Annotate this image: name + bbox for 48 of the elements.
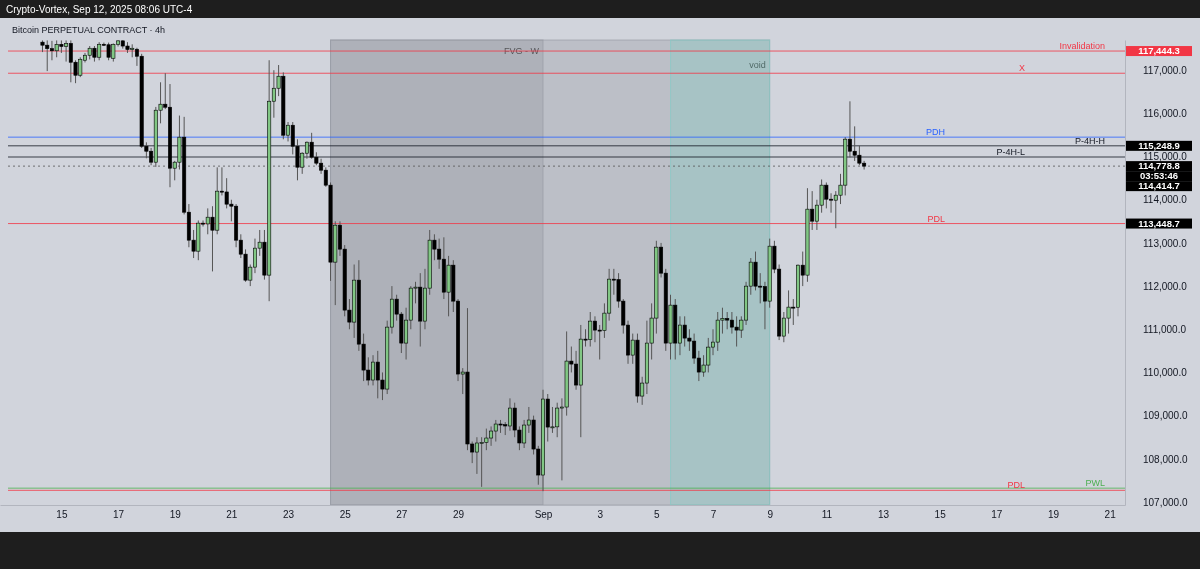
x-tick-label: 23: [282, 509, 295, 521]
band-label: FVG - W: [504, 46, 540, 56]
ref-line-label: PDL: [927, 213, 945, 224]
annotation: 114,778.8: [1138, 160, 1180, 172]
x-tick-label: 19: [1047, 509, 1060, 521]
ref-line-label: X: [1018, 63, 1025, 74]
ref-line-label: PDH: [925, 127, 945, 138]
annotation: 113,448.7: [1138, 217, 1180, 229]
text: Crypto-Vortex, Sep 12, 2025 08:06 UTC-4: [6, 4, 193, 15]
y-tick-label: 117,000.0: [1143, 64, 1188, 76]
annotation: 115,248.9: [1138, 140, 1180, 152]
text: 03:53:46: [1139, 170, 1179, 182]
ref-line-label: P-4H-H: [1074, 135, 1105, 146]
y-tick-label: 107,000.0: [1143, 496, 1188, 508]
y-tick-label: 109,000.0: [1143, 410, 1188, 422]
x-tick-label: 21: [226, 509, 238, 521]
x-tick-label: 17: [991, 509, 1003, 521]
x-tick-label: Sep: [534, 509, 553, 521]
x-tick-label: 17: [112, 509, 125, 521]
x-tick-label: 7: [710, 509, 717, 521]
x-tick-label: 13: [877, 509, 890, 521]
ref-line-label: PDL: [1007, 480, 1025, 491]
ref-line-label: P-4H-L: [996, 147, 1025, 158]
x-tick-label: 11: [821, 509, 833, 521]
y-tick-label: 113,000.0: [1143, 237, 1188, 249]
x-tick-label: 27: [396, 509, 408, 521]
y-tick-label: 116,000.0: [1143, 108, 1188, 120]
y-tick-label: 115,000.0: [1143, 151, 1188, 163]
text: 114,414.7: [1138, 180, 1180, 192]
x-tick-label: 5: [654, 509, 661, 521]
ref-line-label: Invalidation: [1059, 41, 1105, 52]
chart-title: Bitcoin PERPETUAL CONTRACT · 4h: [12, 25, 166, 35]
x-tick-label: 15: [56, 509, 68, 521]
y-tick-label: 114,000.0: [1143, 194, 1188, 206]
y-tick-label: 112,000.0: [1143, 280, 1188, 292]
x-tick-label: 3: [597, 509, 604, 521]
band-label: void: [749, 60, 766, 70]
x-tick-label: 29: [452, 509, 465, 521]
ref-line-label: PWL: [1085, 478, 1105, 489]
y-tick-label: 110,000.0: [1143, 367, 1188, 379]
annotation: 117,444.3: [1138, 45, 1180, 57]
y-tick-label: 111,000.0: [1143, 323, 1187, 335]
y-tick-label: 108,000.0: [1143, 453, 1188, 465]
x-tick-label: 15: [934, 509, 947, 521]
x-tick-label: 19: [169, 509, 182, 521]
x-tick-label: 9: [767, 509, 774, 521]
x-tick-label: 21: [1104, 509, 1117, 521]
x-tick-label: 25: [339, 509, 352, 521]
